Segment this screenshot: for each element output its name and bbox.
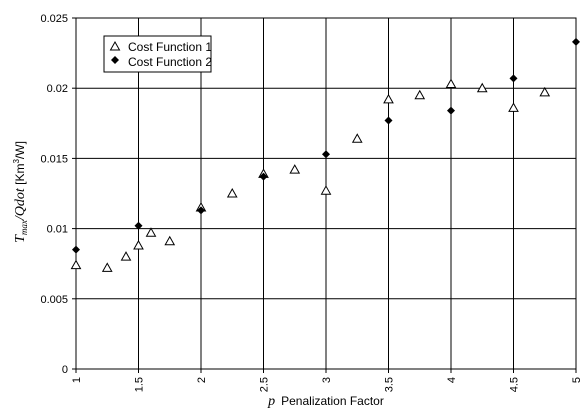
series-2-point	[322, 150, 330, 159]
series-1-point	[476, 82, 488, 93]
series-1-point	[101, 262, 113, 272]
series-1-point	[289, 164, 301, 174]
x-tick-label: 3.5	[384, 377, 396, 392]
series-1-point	[164, 235, 176, 246]
series-1-point	[120, 251, 132, 261]
legend: Cost Function 1 Cost Function 2	[103, 35, 212, 73]
series-1-point	[508, 102, 519, 112]
series-2-point	[197, 206, 205, 215]
legend-triangle-icon	[109, 40, 121, 51]
series-1-point	[70, 259, 82, 270]
series-2-point	[134, 221, 143, 230]
series-2-point	[572, 37, 580, 46]
data-marks	[70, 37, 580, 272]
series-1-point	[383, 93, 394, 104]
x-tick-label: 5	[571, 377, 581, 383]
series-1-point	[539, 86, 551, 97]
legend-box	[103, 35, 212, 73]
y-tick-label: 0.01	[47, 224, 68, 236]
x-axis-label: p Penalization Factor	[267, 394, 384, 409]
y-tick-label: 0.02	[47, 83, 68, 95]
plot-frame	[75, 17, 577, 370]
series-1-point	[351, 133, 363, 143]
series-1-point	[145, 227, 157, 237]
legend-diamond-icon	[111, 56, 119, 64]
x-tick-label: 3	[321, 377, 333, 383]
series-2-point	[509, 74, 518, 83]
y-tick-label: 0.025	[40, 13, 68, 25]
y-tick-label: 0.015	[40, 153, 68, 165]
x-tick-label: 4	[446, 377, 458, 383]
series-2-point	[72, 245, 80, 254]
series-1-point	[445, 78, 457, 88]
series-2-point	[384, 116, 393, 125]
y-tick-label: 0.005	[40, 294, 68, 306]
legend-label-series-2: Cost Function 2	[128, 55, 212, 69]
x-tick-label: 1.5	[134, 377, 146, 392]
legend-label-series-1: Cost Function 1	[128, 40, 212, 54]
x-tick-label: 2	[196, 377, 208, 383]
series-1-point	[320, 185, 332, 195]
x-tick-label: 2.5	[259, 377, 271, 392]
series-1-point	[414, 89, 426, 100]
y-axis-label: Tmax/Qdot [Km3/W]	[12, 141, 29, 243]
series-2-point	[447, 106, 455, 115]
y-tick-label: 0	[62, 364, 68, 376]
x-tick-labels: 1 1.5 2 2.5 3 3.5 4 4.5 5	[71, 377, 581, 392]
series-1-point	[226, 187, 238, 198]
x-tick-label: 1	[71, 377, 83, 383]
series-2-point	[259, 172, 268, 181]
y-tick-labels: 0 0.005 0.01 0.015 0.02 0.025	[40, 13, 68, 376]
series-1-point	[133, 239, 144, 250]
x-tick-label: 4.5	[509, 377, 521, 392]
